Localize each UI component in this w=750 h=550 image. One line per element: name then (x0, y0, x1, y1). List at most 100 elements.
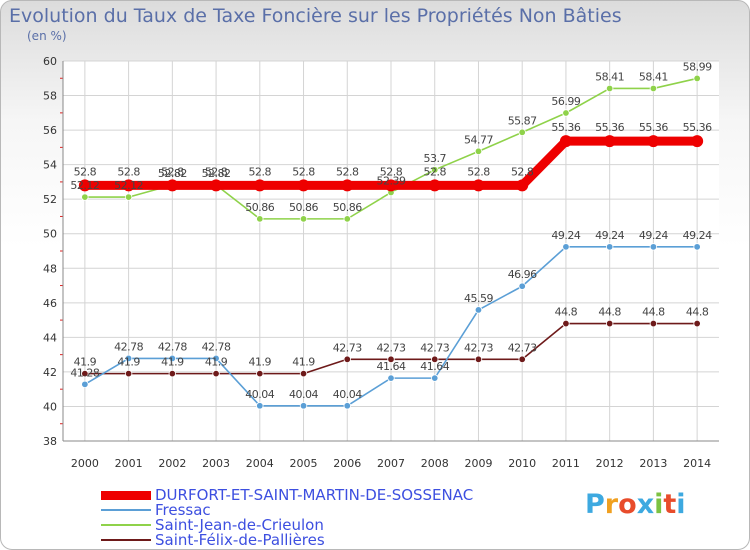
data-point-durfort (122, 179, 135, 192)
data-label-saint-jean: 50.86 (333, 201, 362, 214)
y-tick-label: 52 (43, 193, 57, 206)
data-point-durfort (166, 179, 179, 192)
data-point-saint-felix (518, 355, 526, 363)
data-point-durfort (78, 179, 91, 192)
data-label-durfort: 52.8 (336, 165, 359, 178)
data-point-saint-felix (299, 369, 308, 378)
data-point-durfort (385, 179, 397, 192)
y-tick-label: 40 (43, 400, 57, 413)
data-point-saint-jean (562, 109, 570, 117)
data-label-durfort: 55.36 (595, 121, 624, 134)
logo-letter: i (676, 489, 686, 520)
y-tick-label: 48 (43, 262, 57, 275)
data-label-durfort: 52.8 (380, 165, 403, 178)
logo-letter: r (604, 489, 619, 520)
series-layer (78, 74, 704, 410)
data-point-fressac (474, 306, 483, 314)
legend-label-fressac: Fressac (155, 501, 211, 519)
data-point-durfort (647, 135, 660, 148)
data-label-saint-jean: 50.86 (289, 201, 318, 214)
data-label-fressac: 49.24 (551, 229, 580, 242)
legend-item-saint-jean: Saint-Jean-de-Crieulon (101, 516, 324, 534)
x-tick-label: 2000 (71, 457, 99, 470)
x-tick-label: 2012 (596, 457, 624, 470)
data-point-durfort (516, 179, 529, 192)
data-label-fressac: 41.64 (377, 360, 406, 373)
legend-item-fressac: Fressac (101, 501, 211, 519)
data-label-saint-jean: 50.86 (245, 201, 274, 214)
y-tick-label: 38 (43, 435, 57, 448)
data-label-saint-jean: 53.7 (423, 152, 446, 165)
data-point-fressac (168, 354, 177, 363)
x-tick-label: 2011 (552, 457, 580, 470)
data-label-saint-jean: 58.99 (683, 60, 712, 73)
legend-label-saint-felix: Saint-Félix-de-Pallières (155, 531, 325, 549)
data-point-durfort (428, 179, 441, 192)
data-label-saint-felix: 42.73 (508, 341, 537, 354)
y-tick-label: 50 (43, 228, 57, 241)
data-label-saint-jean: 52.82 (158, 167, 187, 180)
data-label-saint-jean: 58.41 (595, 70, 624, 83)
legend-swatch-saint-felix (101, 539, 151, 541)
data-label-saint-felix: 42.73 (420, 341, 449, 354)
data-label-durfort: 52.8 (74, 165, 97, 178)
data-label-saint-felix: 44.8 (555, 306, 578, 319)
data-point-saint-felix (168, 369, 177, 378)
data-point-saint-jean (431, 166, 439, 174)
data-label-saint-jean: 52.12 (114, 179, 143, 192)
data-point-saint-felix (431, 355, 439, 363)
y-tick-label: 44 (43, 331, 57, 344)
data-point-fressac (212, 354, 220, 363)
data-point-fressac (431, 374, 439, 382)
x-tick-label: 2010 (508, 457, 536, 470)
data-point-saint-jean (343, 215, 351, 223)
data-point-durfort (603, 135, 616, 148)
x-tick-label: 2002 (158, 457, 186, 470)
data-label-saint-jean: 54.77 (464, 133, 493, 146)
data-label-saint-jean: 56.99 (551, 95, 580, 108)
data-label-saint-felix: 42.73 (333, 341, 362, 354)
data-label-saint-felix: 41.9 (117, 356, 140, 369)
logo-letter: P (585, 489, 605, 520)
data-point-saint-felix (256, 369, 264, 378)
y-tick-label: 56 (43, 124, 57, 137)
x-tick-label: 2013 (639, 457, 667, 470)
legend-swatch-durfort (101, 490, 151, 500)
data-point-fressac (387, 374, 395, 382)
y-tick-label: 60 (43, 55, 57, 68)
data-label-durfort: 55.36 (683, 121, 712, 134)
data-label-saint-jean: 55.87 (508, 114, 537, 127)
y-tick-label: 46 (43, 297, 57, 310)
data-point-fressac (343, 402, 351, 410)
axis-layer: 38 40 42 44 46 48 50 52 54 56 58 60 2000 2001 2002 2003… (43, 55, 719, 470)
y-axis-unit-label: (en %) (27, 29, 67, 43)
logo-letter: o (618, 489, 637, 520)
data-label-durfort: 52.8 (423, 165, 446, 178)
data-label-durfort: 52.8 (249, 165, 272, 178)
data-label-fressac: 40.04 (245, 388, 274, 401)
data-label-saint-felix: 44.8 (686, 306, 709, 319)
data-label-durfort: 52.8 (205, 165, 228, 178)
data-point-fressac (518, 282, 526, 290)
data-label-layer: 41.9 41.9 41.9 41.9 41.9 41.9 42.73 42.73 42.73 4… (70, 60, 712, 400)
data-point-saint-jean (299, 215, 308, 223)
data-label-saint-jean: 58.41 (639, 70, 668, 83)
data-label-durfort: 55.36 (551, 121, 580, 134)
proxiti-logo: Proxiti (585, 489, 686, 520)
data-label-fressac: 45.59 (464, 292, 493, 305)
data-point-durfort (210, 179, 223, 192)
data-point-saint-felix (387, 355, 395, 363)
data-label-saint-felix: 44.8 (642, 306, 665, 319)
data-point-saint-jean (474, 147, 483, 156)
data-point-saint-jean (124, 193, 133, 201)
y-tick-label: 42 (43, 366, 57, 379)
data-point-saint-jean (605, 84, 614, 93)
data-point-fressac (649, 243, 658, 251)
data-point-saint-felix (81, 369, 89, 378)
data-label-saint-felix: 41.9 (205, 356, 228, 369)
x-tick-label: 2005 (290, 457, 318, 470)
data-label-durfort: 52.8 (292, 165, 315, 178)
data-label-saint-felix: 41.9 (161, 356, 184, 369)
